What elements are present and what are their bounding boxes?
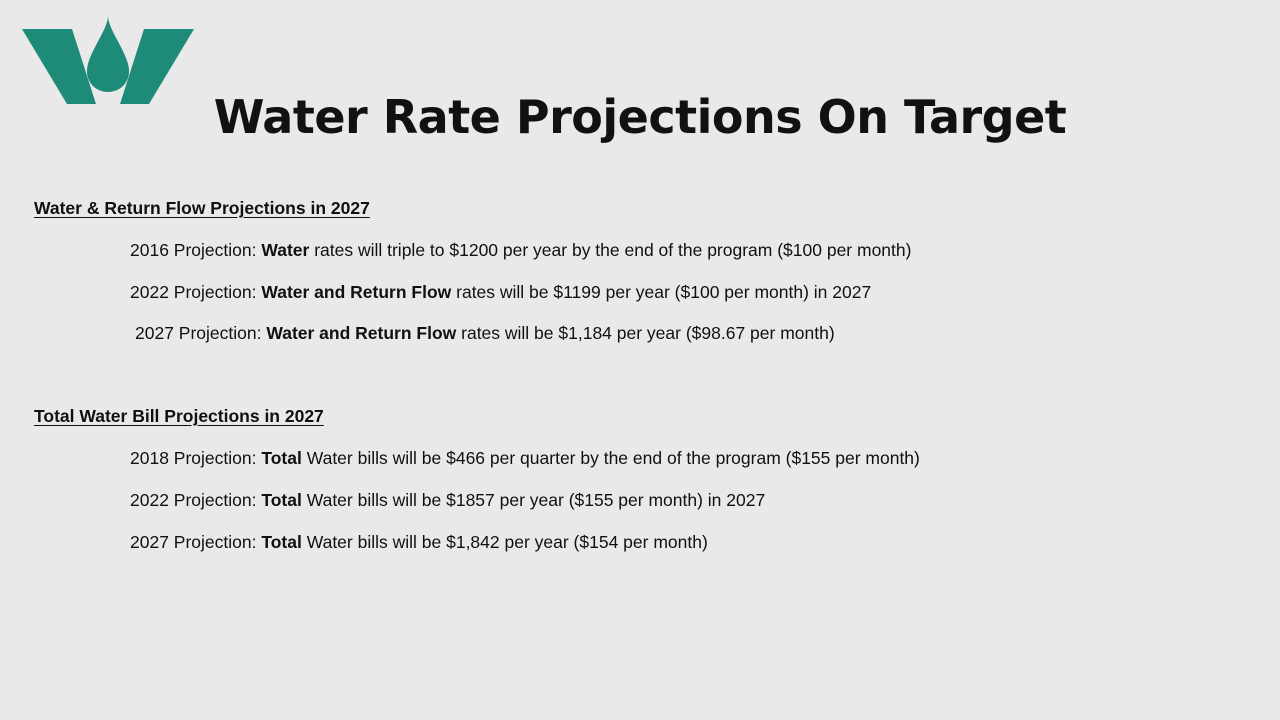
projection-line: 2016 Projection: Water rates will triple…: [130, 240, 911, 261]
projection-prefix: 2027 Projection:: [135, 323, 267, 343]
projection-line: 2027 Projection: Total Water bills will …: [130, 532, 708, 553]
projection-text: Water bills will be $1,842 per year ($15…: [301, 532, 708, 552]
projection-prefix: 2027 Projection:: [130, 532, 262, 552]
projection-text: Water bills will be $466 per quarter by …: [301, 448, 920, 468]
projection-text: Water bills will be $1857 per year ($155…: [301, 490, 766, 510]
projection-text: rates will be $1199 per year ($100 per m…: [451, 282, 872, 302]
projection-prefix: 2022 Projection:: [130, 282, 262, 302]
projection-line: 2018 Projection: Total Water bills will …: [130, 448, 920, 469]
projection-text: rates will triple to $1200 per year by t…: [309, 240, 912, 260]
section-heading-total-water-bill: Total Water Bill Projections in 2027: [34, 406, 324, 426]
section-heading-water-return-flow: Water & Return Flow Projections in 2027: [34, 198, 370, 218]
logo-water-drop: [87, 16, 129, 92]
logo-left-stroke: [22, 29, 96, 104]
projection-line: 2022 Projection: Total Water bills will …: [130, 490, 765, 511]
logo-right-stroke: [120, 29, 194, 104]
water-drop-w-logo-icon: [22, 16, 194, 104]
projection-emphasis: Water and Return Flow: [261, 282, 452, 302]
projection-emphasis: Total: [261, 448, 302, 468]
projection-emphasis: Total: [261, 532, 302, 552]
projection-prefix: 2018 Projection:: [130, 448, 262, 468]
projection-emphasis: Water: [261, 240, 310, 260]
projection-text: rates will be $1,184 per year ($98.67 pe…: [456, 323, 835, 343]
page-title: Water Rate Projections On Target: [213, 90, 1067, 144]
projection-emphasis: Water and Return Flow: [266, 323, 457, 343]
projection-line: 2022 Projection: Water and Return Flow r…: [130, 282, 871, 303]
projection-prefix: 2022 Projection:: [130, 490, 262, 510]
projection-line: 2027 Projection: Water and Return Flow r…: [135, 323, 835, 344]
projection-emphasis: Total: [261, 490, 302, 510]
projection-prefix: 2016 Projection:: [130, 240, 262, 260]
